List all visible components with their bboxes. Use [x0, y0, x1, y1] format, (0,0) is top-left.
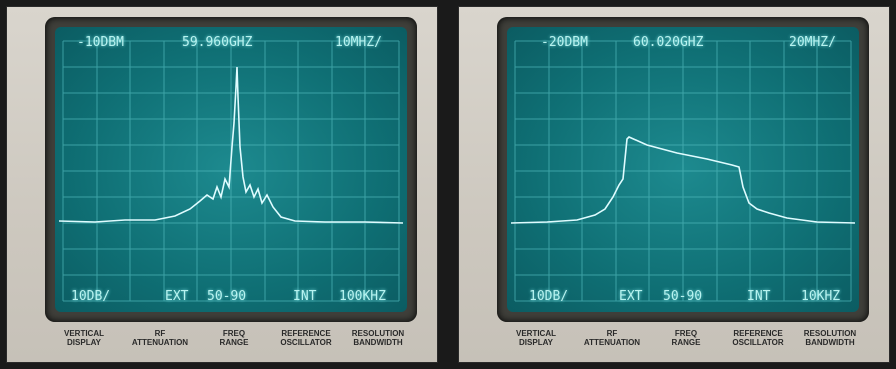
oscillator-int-readout: INT	[293, 289, 317, 304]
spectrum-analyzer-photo-left: -10DBM 59.960GHZ 10MHZ/ 10DB/ EXT 50-90 …	[6, 6, 438, 363]
freq-range-label: FREQ RANGE	[671, 329, 701, 347]
center-frequency-readout: 59.960GHZ	[182, 35, 253, 50]
rf-attenuation-label: RF ATTENUATION	[131, 329, 189, 347]
attenuation-ext-readout: EXT	[165, 289, 189, 304]
freq-range-label: FREQ RANGE	[219, 329, 249, 347]
crt-bezel: -20DBM 60.020GHZ 20MHZ/ 10DB/ EXT 50-90 …	[497, 17, 869, 322]
span-readout: 10MHZ/	[335, 35, 382, 50]
vertical-scale-readout: 10DB/	[71, 289, 111, 304]
crt-screen: -20DBM 60.020GHZ 20MHZ/ 10DB/ EXT 50-90 …	[507, 27, 859, 312]
front-panel-labels: VERTICAL DISPLAY RF ATTENUATION FREQ RANGE …	[497, 329, 869, 359]
graticule-and-trace	[510, 40, 856, 302]
front-panel-labels: VERTICAL DISPLAY RF ATTENUATION FREQ RANGE …	[45, 329, 417, 359]
vertical-scale-readout: 10DB/	[529, 289, 569, 304]
reference-oscillator-label: REFERENCE OSCILLATOR	[280, 329, 332, 347]
reference-level-readout: -20DBM	[541, 35, 588, 50]
resolution-bandwidth-readout: 10KHZ	[801, 289, 841, 304]
rf-attenuation-label: RF ATTENUATION	[583, 329, 641, 347]
freq-range-readout: 50-90	[663, 289, 703, 304]
crt-screen: -10DBM 59.960GHZ 10MHZ/ 10DB/ EXT 50-90 …	[55, 27, 407, 312]
attenuation-ext-readout: EXT	[619, 289, 643, 304]
oscillator-int-readout: INT	[747, 289, 771, 304]
spectrum-trace	[510, 136, 856, 224]
vertical-display-label: VERTICAL DISPLAY	[64, 329, 104, 347]
reference-level-readout: -10DBM	[77, 35, 124, 50]
spectrum-analyzer-photo-right: -20DBM 60.020GHZ 20MHZ/ 10DB/ EXT 50-90 …	[458, 6, 890, 363]
spectrum-trace	[58, 66, 404, 224]
freq-range-readout: 50-90	[207, 289, 247, 304]
graticule-grid	[514, 40, 852, 302]
resolution-bandwidth-label: RESOLUTION BANDWIDTH	[803, 329, 857, 347]
crt-bezel: -10DBM 59.960GHZ 10MHZ/ 10DB/ EXT 50-90 …	[45, 17, 417, 322]
resolution-bandwidth-readout: 100KHZ	[339, 289, 386, 304]
reference-oscillator-label: REFERENCE OSCILLATOR	[732, 329, 784, 347]
resolution-bandwidth-label: RESOLUTION BANDWIDTH	[351, 329, 405, 347]
center-frequency-readout: 60.020GHZ	[633, 35, 704, 50]
vertical-display-label: VERTICAL DISPLAY	[516, 329, 556, 347]
span-readout: 20MHZ/	[789, 35, 836, 50]
graticule-and-trace	[58, 40, 404, 302]
